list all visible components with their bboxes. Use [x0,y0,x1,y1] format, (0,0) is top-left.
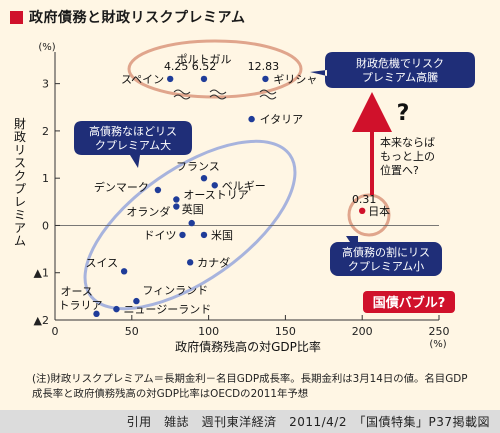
point-17 [113,305,120,313]
footnote: (注)財政リスクプレミアム＝長期金利－名目GDP成長率。長期金利は3月14日の値… [32,373,468,400]
x-axis-title: 政府債務残高の対GDP比率 [175,339,321,354]
point-label: スペイン [121,73,164,86]
point-label: ニュージーランド [123,303,211,316]
japan-callout-text: クプレミアム小 [348,260,424,273]
point-14 [120,268,128,275]
point-12 [200,231,208,239]
point-5 [200,174,208,182]
x-tick-label: 150 [275,325,296,338]
high-debt-callout-box [74,121,192,168]
point-label: オーストラリア [58,285,102,312]
point-4 [248,115,255,123]
x-tick-label: 100 [198,325,219,338]
point-label: イタリア [260,113,304,126]
high-debt-ellipse [83,139,297,311]
x-tick-label: 50 [125,325,139,338]
high-debt-callout-text: 高債務なほどリス [89,124,177,138]
x-tick-label: 200 [352,325,373,338]
chart-title: 政府債務と財政リスクプレミアム [29,10,246,26]
y-tick-label: ▲1 [34,267,49,280]
point-18 [359,207,366,214]
japan-ellipse [347,193,391,237]
bubble-label-box [363,291,455,313]
point-label: オランダ [126,205,170,219]
question-text: 位置へ? [380,163,419,177]
axis-break-mark-0 [173,89,191,100]
question-mark: ? [397,101,410,126]
point-7 [154,186,162,194]
y-tick-label: ▲2 [34,314,49,327]
point-8 [173,196,180,203]
point-label: ポルトガル [176,53,231,66]
y-tick-label: 3 [42,78,49,91]
point-label: オーストリア [183,188,248,201]
title-square-icon [10,10,23,24]
x-tick-label: 0 [52,325,59,338]
y-tick-label: 0 [42,219,49,232]
crisis-callout-text: 財政危機でリスク [356,56,444,70]
point-label: スイス [85,256,118,269]
bubble-label-text: 国債バブル? [373,295,446,311]
x-unit-label: (%) [429,339,446,350]
point-label: フィンランド [142,284,208,297]
chart-title-bar: 政府債務と財政リスクプレミアム [10,6,246,28]
point-1 [167,75,174,83]
point-value-label: 6.52 [192,60,217,73]
point-label: ベルギー [222,179,266,192]
point-value-label: 12.83 [248,60,280,73]
point-label: 日本 [368,204,390,218]
citation-text: 引用 雑誌 週刊東洋経済 2011/4/2 「国債特集」P37掲載図 [126,415,490,429]
point-label: 英国 [182,202,204,216]
point-16 [93,310,100,318]
point-label: ギリシャ [273,73,317,86]
point-3 [262,75,269,83]
point-label: ドイツ [143,229,176,242]
japan-callout-text: 高債務の割にリス [342,245,430,259]
crisis-ellipse [127,39,303,99]
y-tick-label: 2 [42,125,49,138]
point-label: 米国 [211,229,233,242]
point-15 [133,297,140,305]
crisis-callout-box [310,52,475,88]
point-11 [179,231,186,239]
axis-break-mark-2 [259,89,277,100]
y-tick-label: 1 [42,172,49,185]
question-text: 本来ならば [380,135,435,149]
y-axis-title: 財政リスクプレミアム [14,116,26,248]
x-tick-label: 250 [429,325,450,338]
point-label: カナダ [197,255,230,269]
citation-bar: 引用 雑誌 週刊東洋経済 2011/4/2 「国債特集」P37掲載図 [0,410,500,433]
axis-break-mark-1 [209,89,227,100]
point-13 [186,259,194,266]
y-unit-label: (%) [38,42,55,53]
point-10 [188,219,195,227]
point-9 [173,203,180,210]
crisis-callout-text: プレミアム高騰 [362,70,438,84]
point-6 [211,182,218,189]
point-label: デンマーク [94,180,149,194]
high-debt-callout-text: クプレミアム大 [95,138,171,152]
point-label: フランス [176,160,220,173]
point-value-label: 0.31 [352,193,377,206]
point-2 [200,75,208,83]
japan-callout-box [330,242,442,276]
point-value-label: 4.25 [164,60,189,73]
question-text: もっと上の [380,150,435,163]
